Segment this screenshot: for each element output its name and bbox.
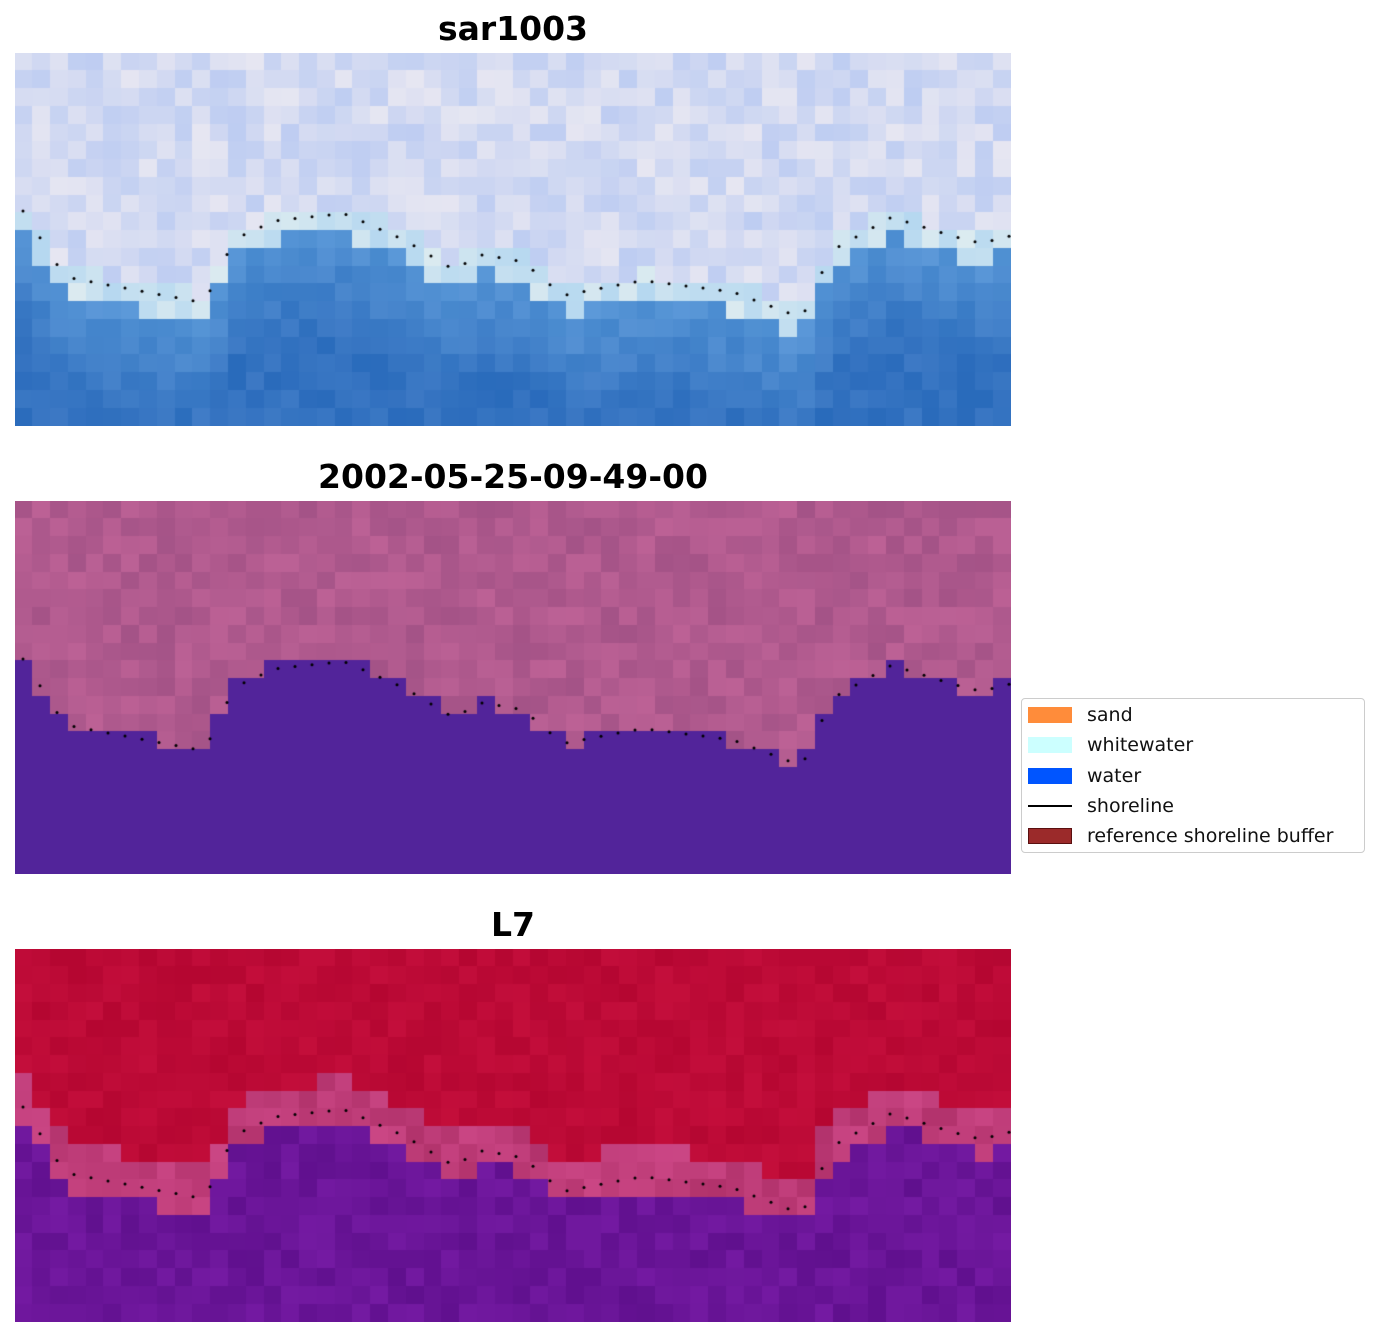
shoreline-line-icon [1028,805,1072,807]
legend-label: whitewater [1087,734,1194,756]
legend-item-sand: sand [1028,704,1133,726]
legend-item-whitewater: whitewater [1028,734,1193,756]
water-swatch-icon [1028,768,1072,784]
legend-item-water: water [1028,765,1141,787]
legend-label: sand [1087,704,1133,726]
whitewater-swatch-icon [1028,737,1072,753]
legend-item-reference-buffer: reference shoreline buffer [1028,825,1333,847]
index-image-canvas [15,949,1011,1322]
reference-buffer-swatch-icon [1028,828,1072,844]
legend: sand whitewater water shoreline referenc… [1021,698,1365,853]
panel-index-image [15,949,1011,1322]
panel-title-index: L7 [491,905,535,944]
sand-swatch-icon [1028,707,1072,723]
panel-title-rgb: sar1003 [437,9,589,48]
panel-classified-image [15,501,1011,874]
legend-label: water [1087,765,1142,787]
legend-item-shoreline: shoreline [1028,795,1174,817]
panel-rgb-image [15,53,1011,426]
classified-image-canvas [15,501,1011,874]
legend-label: reference shoreline buffer [1087,825,1334,847]
rgb-image-canvas [15,53,1011,426]
panel-title-classified: 2002-05-25-09-49-00 [318,457,708,496]
legend-label: shoreline [1087,795,1174,817]
